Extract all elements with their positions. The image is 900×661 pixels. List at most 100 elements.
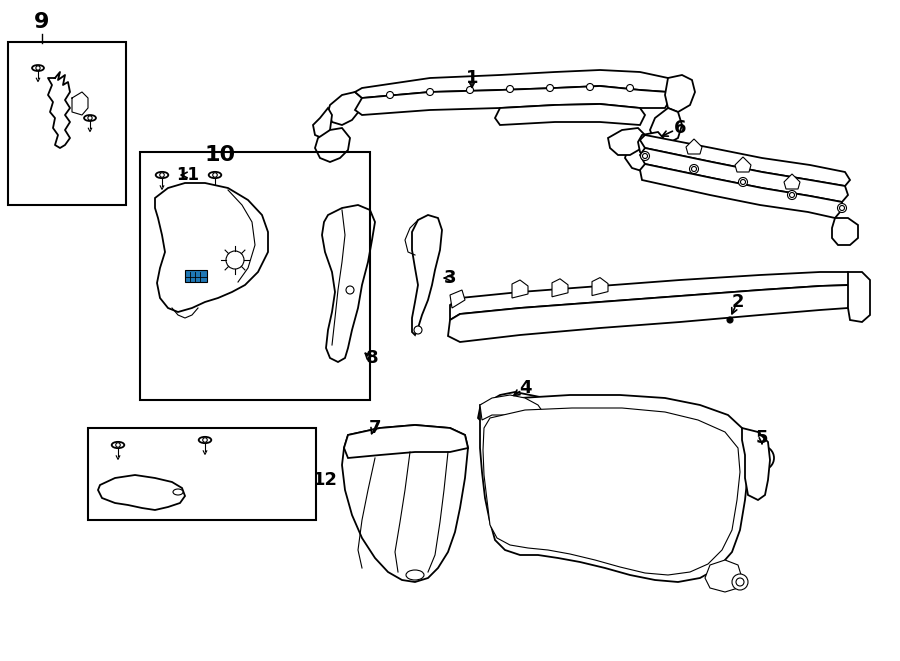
Polygon shape xyxy=(784,174,800,189)
Polygon shape xyxy=(552,279,568,297)
Text: 9: 9 xyxy=(34,12,50,32)
Circle shape xyxy=(160,173,164,177)
Circle shape xyxy=(741,180,745,184)
Polygon shape xyxy=(625,138,668,172)
Circle shape xyxy=(573,481,587,495)
Bar xyxy=(185,270,207,282)
Text: 11: 11 xyxy=(176,166,200,184)
Text: 5: 5 xyxy=(756,429,769,447)
Text: 1: 1 xyxy=(466,69,478,87)
Polygon shape xyxy=(665,75,695,112)
Circle shape xyxy=(573,525,587,539)
Circle shape xyxy=(466,87,473,93)
Polygon shape xyxy=(640,135,850,186)
Polygon shape xyxy=(480,395,748,582)
Circle shape xyxy=(689,165,698,173)
Bar xyxy=(88,428,316,520)
Polygon shape xyxy=(355,86,670,115)
Polygon shape xyxy=(313,108,332,138)
Circle shape xyxy=(506,401,514,409)
Text: 3: 3 xyxy=(444,269,456,287)
Circle shape xyxy=(739,178,748,186)
Ellipse shape xyxy=(156,172,168,178)
Text: 6: 6 xyxy=(674,119,686,137)
Circle shape xyxy=(226,251,244,269)
Polygon shape xyxy=(480,395,545,422)
Circle shape xyxy=(212,173,217,177)
Bar xyxy=(140,152,370,400)
Circle shape xyxy=(788,190,796,200)
Polygon shape xyxy=(608,128,645,155)
Circle shape xyxy=(546,85,554,91)
Circle shape xyxy=(789,192,795,198)
Polygon shape xyxy=(848,272,870,322)
Polygon shape xyxy=(344,425,468,458)
Circle shape xyxy=(838,204,847,212)
Circle shape xyxy=(613,433,627,447)
Ellipse shape xyxy=(406,570,424,580)
Circle shape xyxy=(587,83,593,91)
Polygon shape xyxy=(488,392,558,422)
Text: 10: 10 xyxy=(204,145,236,165)
Polygon shape xyxy=(686,139,702,154)
Polygon shape xyxy=(155,183,268,312)
Circle shape xyxy=(202,438,207,442)
Ellipse shape xyxy=(32,65,44,71)
Circle shape xyxy=(386,91,393,98)
Polygon shape xyxy=(355,70,672,98)
Polygon shape xyxy=(342,425,468,582)
Circle shape xyxy=(523,438,537,452)
Polygon shape xyxy=(315,128,350,162)
Circle shape xyxy=(641,151,650,161)
Circle shape xyxy=(346,286,354,294)
Text: 4: 4 xyxy=(518,379,531,397)
Text: 8: 8 xyxy=(365,349,378,367)
Circle shape xyxy=(568,435,582,449)
Text: 2: 2 xyxy=(732,293,744,311)
Circle shape xyxy=(653,435,667,449)
Circle shape xyxy=(615,481,629,495)
Polygon shape xyxy=(640,164,842,218)
Polygon shape xyxy=(650,108,682,145)
Polygon shape xyxy=(512,280,528,298)
Circle shape xyxy=(750,446,774,470)
Circle shape xyxy=(732,574,748,590)
Circle shape xyxy=(427,89,434,95)
Circle shape xyxy=(691,167,697,171)
Polygon shape xyxy=(742,428,770,500)
Polygon shape xyxy=(412,215,442,335)
Circle shape xyxy=(626,85,634,91)
Ellipse shape xyxy=(112,442,124,448)
Circle shape xyxy=(840,206,844,210)
Ellipse shape xyxy=(199,437,212,443)
Polygon shape xyxy=(322,205,375,362)
Polygon shape xyxy=(98,475,185,510)
Polygon shape xyxy=(483,408,740,575)
Polygon shape xyxy=(638,132,665,158)
Circle shape xyxy=(36,66,40,70)
Circle shape xyxy=(495,402,505,412)
Polygon shape xyxy=(640,148,848,202)
Polygon shape xyxy=(328,92,362,125)
Circle shape xyxy=(528,483,542,497)
Ellipse shape xyxy=(209,172,221,178)
Circle shape xyxy=(507,85,514,93)
Circle shape xyxy=(736,578,744,586)
Ellipse shape xyxy=(173,489,183,495)
Polygon shape xyxy=(450,272,855,320)
Polygon shape xyxy=(495,104,645,125)
Circle shape xyxy=(756,452,768,464)
Circle shape xyxy=(655,483,669,497)
Circle shape xyxy=(528,528,542,542)
Circle shape xyxy=(414,326,422,334)
Bar xyxy=(8,42,126,205)
Circle shape xyxy=(88,116,92,120)
Circle shape xyxy=(643,153,647,159)
Ellipse shape xyxy=(611,530,629,540)
Polygon shape xyxy=(448,285,852,342)
Polygon shape xyxy=(592,278,608,295)
Circle shape xyxy=(727,317,733,323)
Polygon shape xyxy=(450,290,465,308)
Ellipse shape xyxy=(84,115,96,121)
Circle shape xyxy=(116,443,121,447)
